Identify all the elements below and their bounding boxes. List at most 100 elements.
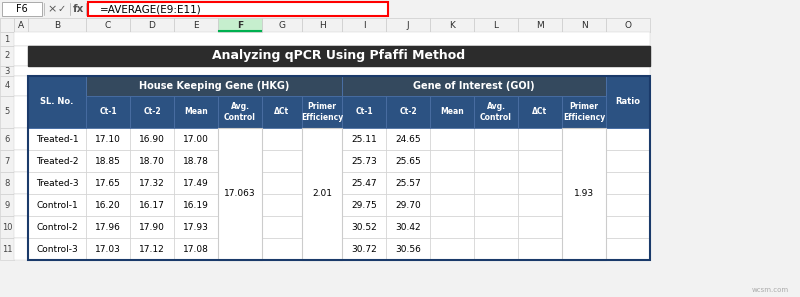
Bar [218, 216, 262, 238]
Text: Ct-1: Ct-1 [355, 108, 373, 116]
Bar [386, 238, 430, 260]
Bar [474, 194, 518, 216]
Text: =AVERAGE(E9:E11): =AVERAGE(E9:E11) [100, 4, 202, 14]
Bar [342, 172, 386, 194]
Bar [130, 238, 174, 260]
Text: 10: 10 [2, 222, 12, 231]
Text: 9: 9 [4, 200, 10, 209]
Bar [342, 76, 606, 96]
Bar [262, 194, 302, 216]
Bar [14, 46, 650, 66]
Text: H: H [318, 20, 326, 29]
Text: N: N [581, 20, 587, 29]
Text: 29.75: 29.75 [351, 200, 377, 209]
Bar [474, 128, 518, 150]
Text: 16.20: 16.20 [95, 200, 121, 209]
Bar [218, 96, 262, 128]
Bar [28, 46, 650, 66]
Text: ΔCt: ΔCt [533, 108, 547, 116]
Bar [28, 76, 86, 128]
Bar [86, 150, 130, 172]
Bar [86, 128, 130, 150]
Text: O: O [625, 20, 631, 29]
Bar [262, 150, 302, 172]
Text: B: B [54, 20, 60, 29]
Bar [262, 128, 302, 150]
Bar [14, 18, 28, 32]
Bar [302, 18, 342, 32]
Bar [342, 128, 386, 150]
Text: ΔCt: ΔCt [274, 108, 290, 116]
Text: K: K [449, 20, 455, 29]
Bar [28, 172, 86, 194]
Text: 25.47: 25.47 [351, 178, 377, 187]
Bar [86, 216, 130, 238]
Bar [342, 18, 386, 32]
Bar [262, 172, 302, 194]
Bar [14, 150, 650, 172]
Text: Gene of Interest (GOI): Gene of Interest (GOI) [413, 81, 535, 91]
Text: 25.65: 25.65 [395, 157, 421, 165]
Bar [562, 194, 606, 216]
Bar [174, 238, 218, 260]
Bar [430, 194, 474, 216]
Text: 29.70: 29.70 [395, 200, 421, 209]
Bar [218, 194, 262, 216]
Bar [342, 194, 386, 216]
Bar [174, 18, 218, 32]
Bar [0, 66, 14, 76]
Bar [474, 150, 518, 172]
Bar [342, 150, 386, 172]
Text: fx: fx [72, 4, 84, 14]
Bar [342, 96, 386, 128]
Text: J: J [406, 20, 410, 29]
Bar [14, 96, 650, 128]
Text: A: A [18, 20, 24, 29]
Bar [302, 128, 342, 150]
Bar [342, 238, 386, 260]
Text: Treated-1: Treated-1 [36, 135, 78, 143]
Text: Ct-1: Ct-1 [99, 108, 117, 116]
Bar [86, 172, 130, 194]
Bar [606, 150, 650, 172]
Text: G: G [278, 20, 286, 29]
Bar [174, 194, 218, 216]
Bar [430, 150, 474, 172]
Text: 17.12: 17.12 [139, 244, 165, 254]
Bar [218, 18, 262, 32]
Bar [218, 238, 262, 260]
Bar [302, 172, 342, 194]
Bar [174, 128, 218, 150]
Text: F: F [237, 20, 243, 29]
Bar [518, 150, 562, 172]
Text: 17.65: 17.65 [95, 178, 121, 187]
Bar [218, 150, 262, 172]
Bar [386, 172, 430, 194]
Bar [430, 128, 474, 150]
Bar [130, 96, 174, 128]
Bar [262, 216, 302, 238]
Bar [562, 216, 606, 238]
Text: D: D [149, 20, 155, 29]
Bar [562, 238, 606, 260]
Bar [518, 194, 562, 216]
Bar [302, 238, 342, 260]
Bar [14, 66, 650, 76]
Bar [518, 128, 562, 150]
Bar [562, 96, 606, 128]
Bar [302, 128, 342, 260]
Bar [474, 96, 518, 128]
Bar [0, 18, 14, 32]
Bar [86, 238, 130, 260]
Bar [0, 194, 14, 216]
Bar [14, 76, 650, 96]
Bar [562, 18, 606, 32]
Bar [86, 18, 130, 32]
Text: Avg.
Control: Avg. Control [224, 102, 256, 122]
Bar [14, 238, 650, 260]
Bar [606, 172, 650, 194]
Bar [302, 216, 342, 238]
Bar [86, 96, 130, 128]
Bar [0, 96, 14, 128]
Bar [518, 216, 562, 238]
